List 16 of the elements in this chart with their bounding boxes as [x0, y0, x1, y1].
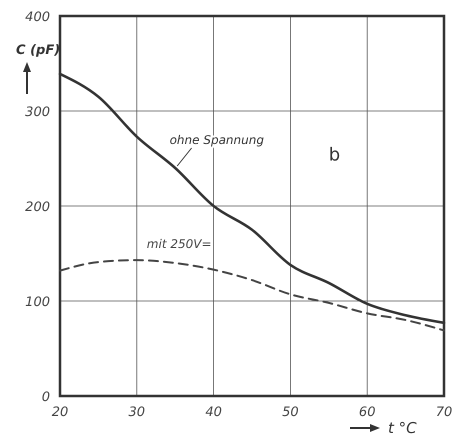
y-tick-label: 200 [25, 200, 50, 215]
y-tick-label: 100 [25, 295, 50, 310]
series-label: mit 250V= [146, 237, 212, 252]
x-axis-title: t °C [388, 419, 418, 437]
y-tick-label: 0 [42, 390, 50, 405]
x-tick-label: 20 [52, 405, 68, 420]
y-tick-label: 400 [25, 10, 50, 25]
x-tick-label: 30 [128, 405, 146, 420]
x-tick-label: 70 [436, 405, 452, 420]
y-tick-label: 300 [25, 105, 50, 120]
x-tick-label: 40 [205, 405, 222, 420]
x-tick-label: 50 [282, 405, 299, 420]
x-tick-label: 60 [358, 405, 376, 420]
line-series [59, 259, 445, 332]
y-axis-title: C (pF) [16, 43, 60, 58]
annotation: b [328, 144, 340, 166]
